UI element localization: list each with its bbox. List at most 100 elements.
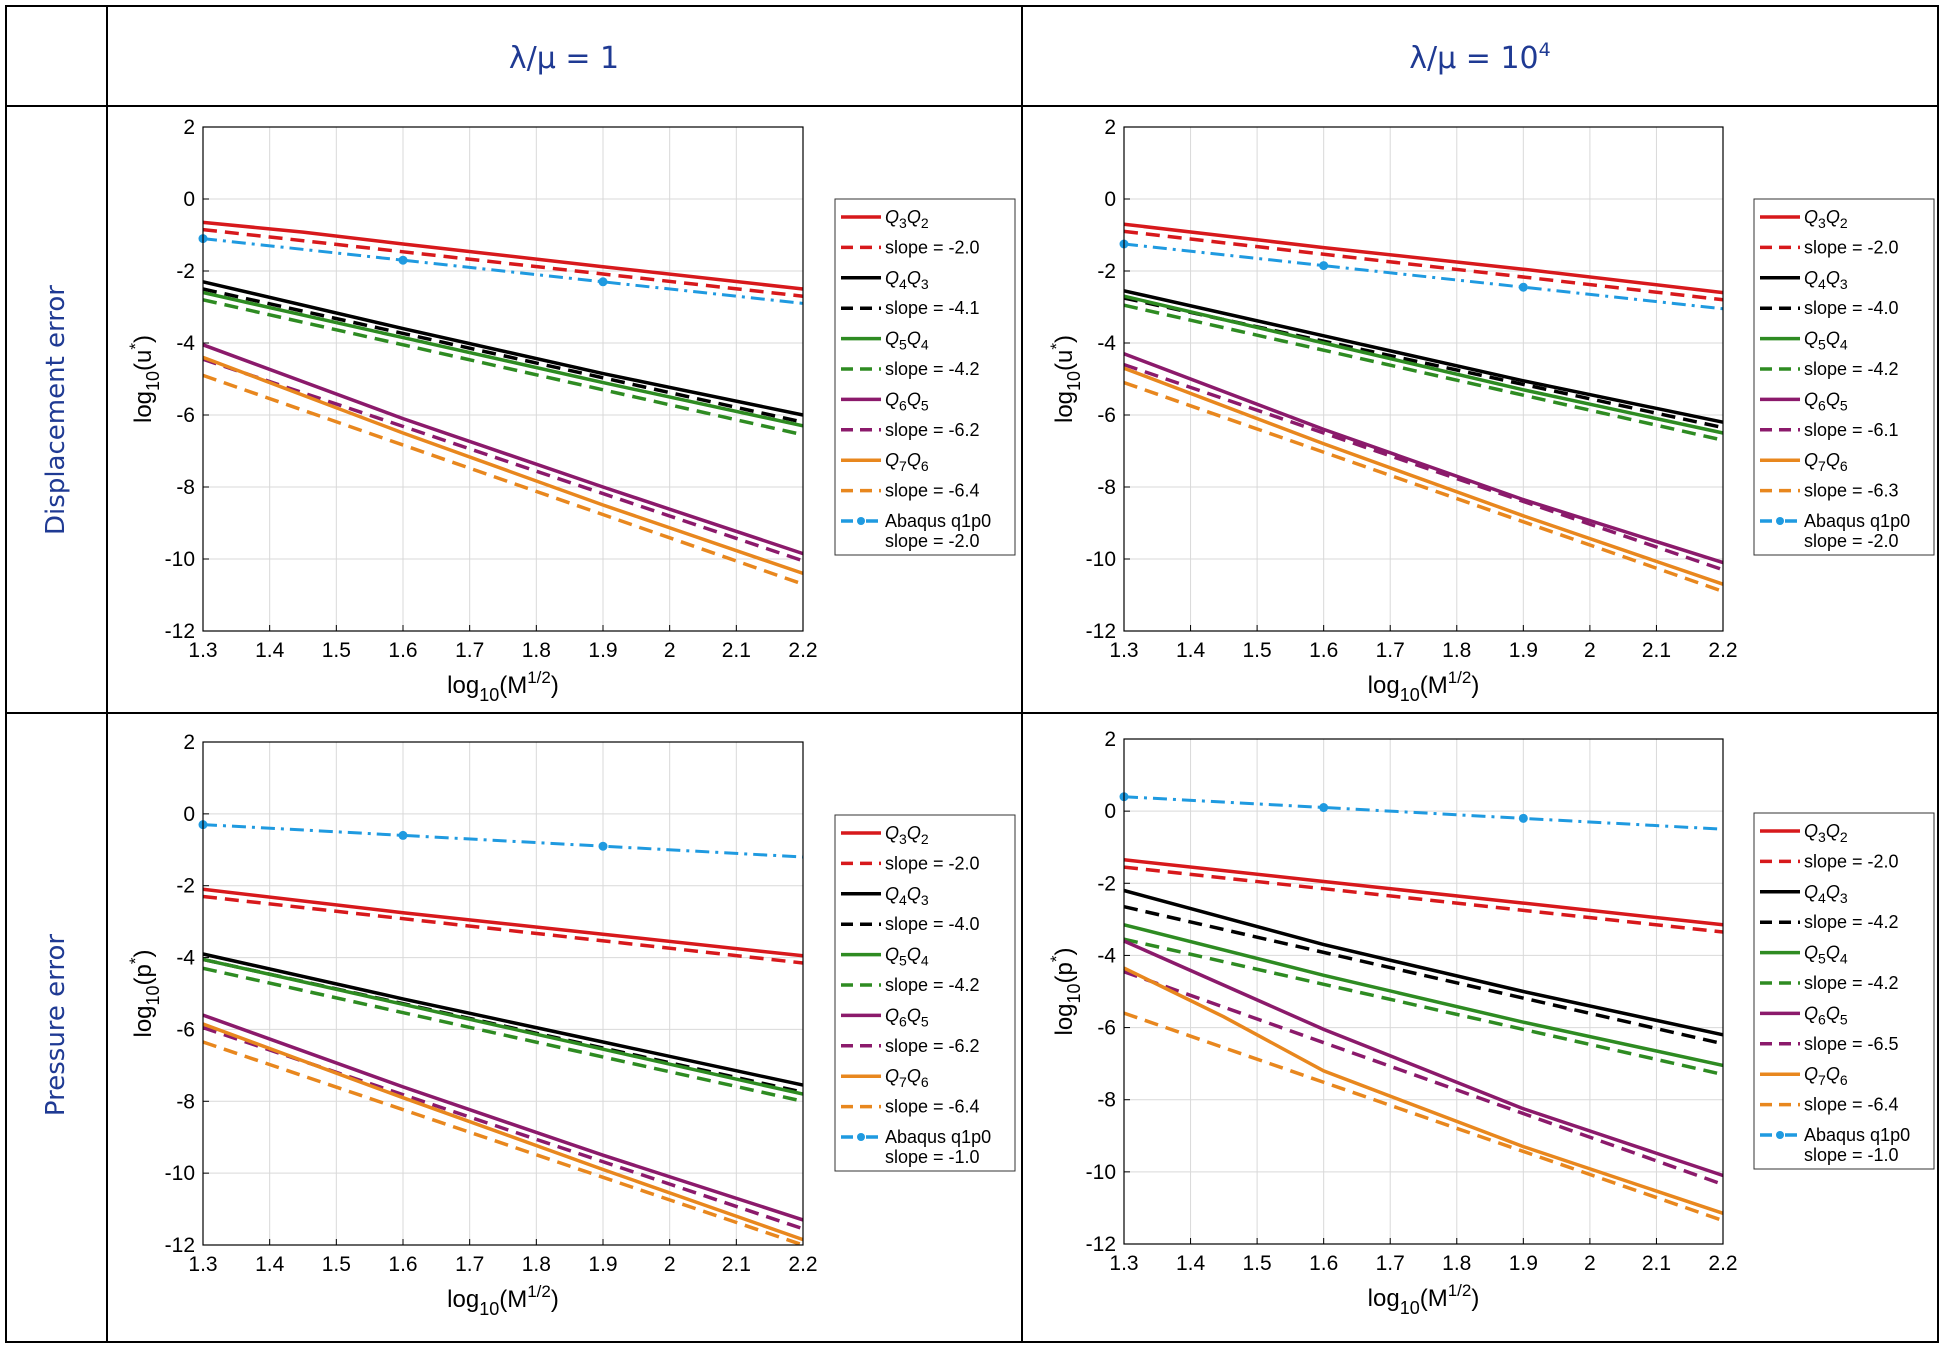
legend-label-part: Q — [885, 1066, 899, 1086]
y-tick-label: -6 — [1097, 1017, 1116, 1040]
legend-box — [1753, 198, 1935, 556]
row-header-pressure: Pressure error — [41, 934, 71, 1117]
series-marker — [1518, 813, 1528, 823]
x-axis-label: log10(M1/2) — [1368, 1281, 1480, 1318]
y-axis-label: log10(p*) — [1047, 947, 1084, 1035]
legend-label-part: 4 — [1840, 337, 1848, 353]
x-axis-label-part: 1/2 — [527, 668, 551, 687]
legend-label-part: Q — [1804, 268, 1818, 288]
y-tick-label: 2 — [1104, 116, 1116, 139]
y-axis-label-part: 10 — [143, 985, 163, 1005]
x-tick-label: 1.5 — [322, 1253, 351, 1276]
table-borders — [5, 5, 1939, 1343]
legend-label-part: 2 — [1840, 215, 1848, 231]
plot-area — [203, 127, 803, 631]
x-axis-label-part: (M — [1420, 1285, 1448, 1312]
legend-label: slope = -4.1 — [885, 298, 980, 318]
legend-marker — [857, 517, 865, 525]
legend-label-part: 5 — [921, 1013, 929, 1029]
legend-label: Q7Q6 — [885, 1066, 929, 1090]
y-axis-label-part: log — [130, 391, 157, 423]
legend-label: slope = -4.2 — [885, 359, 980, 379]
legend-label: Q7Q6 — [1804, 1064, 1848, 1088]
series-line-7 — [202, 1025, 804, 1231]
x-tick-label: 1.9 — [1509, 1252, 1538, 1275]
series-line-6 — [1123, 939, 1724, 1178]
legend-label-part: Q — [907, 389, 921, 409]
legend-label-extra: slope = -1.0 — [1804, 1145, 1899, 1165]
y-tick-label: -10 — [165, 1162, 195, 1185]
x-tick-label: 2.2 — [1708, 639, 1737, 662]
x-tick-label: 2.2 — [788, 1253, 817, 1276]
series-line-1 — [202, 894, 804, 965]
x-axis-label: log10(M1/2) — [447, 1282, 559, 1319]
row-header-displacement: Displacement error — [41, 285, 71, 535]
series-line-3 — [1123, 296, 1724, 430]
x-axis-label-part: log — [447, 1286, 479, 1313]
series-line-9 — [1123, 380, 1724, 594]
x-tick-label: 1.7 — [455, 639, 484, 662]
y-tick-label: 0 — [183, 188, 195, 211]
legend-label: slope = -4.2 — [1804, 912, 1899, 932]
y-axis-label-part: log — [1051, 1003, 1078, 1035]
legend-label-part: 6 — [899, 1013, 907, 1029]
x-axis-label: log10(M1/2) — [447, 668, 559, 705]
y-axis-label-part: log — [1051, 391, 1078, 423]
x-tick-label: 1.7 — [1376, 1252, 1405, 1275]
series-line-7 — [202, 357, 804, 563]
legend-label-part: 2 — [1840, 829, 1848, 845]
legend-label: slope = -4.0 — [885, 914, 980, 934]
series-marker — [598, 841, 608, 851]
x-axis-label-part: (M — [499, 672, 527, 699]
legend-label-extra: slope = -2.0 — [885, 531, 980, 551]
series-line-10 — [202, 823, 804, 859]
x-axis-label: log10(M1/2) — [1368, 668, 1480, 705]
legend-label-part: Q — [885, 1005, 899, 1025]
y-axis-label: log10(p*) — [126, 949, 163, 1037]
legend-marker — [1776, 1131, 1784, 1139]
series-line-2 — [202, 280, 804, 417]
legend-label-part: Q — [907, 450, 921, 470]
legend-label-part: 4 — [921, 337, 929, 353]
y-tick-label: -6 — [1097, 404, 1116, 427]
y-axis-label-part: ) — [130, 949, 157, 957]
series-line-4 — [202, 957, 804, 1096]
legend-label-part: Q — [885, 884, 899, 904]
legend-label-part: Q — [1826, 389, 1840, 409]
legend-label-part: 3 — [921, 892, 929, 908]
x-tick-label: 1.4 — [1176, 639, 1206, 662]
legend-label: Q6Q5 — [885, 389, 929, 413]
x-axis-label-part: 10 — [1400, 685, 1420, 705]
legend-label-part: Q — [1804, 329, 1818, 349]
legend-label-part: 5 — [1818, 951, 1826, 967]
axes-frame — [1123, 738, 1724, 1245]
chart-displacement-lambda-1e4: 1.3 1.4 1.5 1.6 1.7 1.8 1.9 2 2.1 2.2 2 0 -2 -4 -6 -8 -1… — [1047, 116, 1935, 705]
legend-label: slope = -6.4 — [1804, 1095, 1899, 1115]
legend-label-part: 3 — [899, 831, 907, 847]
legend-label-part: Q — [1826, 1003, 1840, 1023]
y-axis-label-part: (u — [1051, 350, 1078, 371]
axes-frame — [202, 126, 804, 632]
axes-frame — [1123, 126, 1724, 632]
legend-label-part: 3 — [899, 215, 907, 231]
legend-box — [834, 198, 1016, 556]
x-tick-label: 2.1 — [1642, 1252, 1671, 1275]
legend-box — [1753, 812, 1935, 1170]
legend-label: slope = -4.2 — [1804, 973, 1899, 993]
legend-label-part: Q — [907, 884, 921, 904]
legend-label: slope = -6.2 — [885, 1036, 980, 1056]
y-tick-label: 2 — [183, 731, 195, 754]
legend-label: slope = -2.0 — [1804, 237, 1899, 257]
legend-label: slope = -2.0 — [1804, 851, 1899, 871]
legend-label: Q5Q4 — [1804, 943, 1848, 967]
series-line-3 — [202, 287, 804, 424]
x-tick-label: 1.3 — [188, 639, 217, 662]
x-tick-label: 1.5 — [1243, 639, 1272, 662]
legend-label-part: Q — [1804, 882, 1818, 902]
x-tick-label: 1.8 — [1442, 639, 1471, 662]
y-tick-label: -8 — [176, 1090, 195, 1113]
legend-label-part: 5 — [899, 337, 907, 353]
legend-label: Q6Q5 — [1804, 1003, 1848, 1027]
y-axis-label-part: ) — [130, 335, 157, 343]
series-line-0 — [202, 887, 804, 958]
